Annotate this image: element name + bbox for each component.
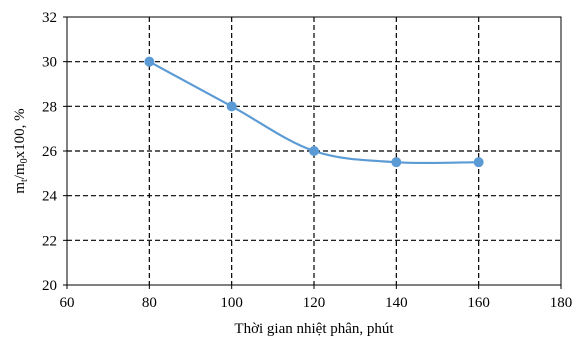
y-label-part: /m <box>12 163 28 179</box>
y-axis-label: mt/m0x100, % <box>12 108 30 193</box>
data-point <box>226 101 237 112</box>
y-tick-label: 26 <box>42 144 58 160</box>
y-label-subscript: t <box>19 179 30 182</box>
data-point <box>473 157 484 168</box>
x-axis-label: Thời gian nhiệt phân, phút <box>234 321 394 337</box>
data-point <box>391 157 402 168</box>
x-axis-ticks: 60 80 100 120 140 160 180 <box>60 285 573 311</box>
x-tick-label: 120 <box>303 295 326 311</box>
x-tick-label: 80 <box>142 295 157 311</box>
y-tick-label: 30 <box>42 55 57 71</box>
x-tick-label: 100 <box>220 295 243 311</box>
y-tick-label: 20 <box>42 278 57 294</box>
y-tick-label: 22 <box>42 233 57 249</box>
y-label-subscript: 0 <box>19 158 30 163</box>
y-axis-ticks: 20 22 24 26 28 30 32 <box>42 10 67 294</box>
x-tick-label: 140 <box>385 295 408 311</box>
y-label-part: x100, % <box>12 108 28 158</box>
x-tick-label: 160 <box>467 295 490 311</box>
data-point <box>144 56 155 67</box>
series-group <box>144 56 484 168</box>
y-tick-label: 24 <box>42 189 58 205</box>
x-tick-label: 60 <box>60 295 75 311</box>
y-label-part: m <box>12 182 28 194</box>
y-tick-label: 28 <box>42 99 57 115</box>
data-point <box>309 146 319 156</box>
x-tick-label: 180 <box>550 295 573 311</box>
y-tick-label: 32 <box>42 10 57 26</box>
